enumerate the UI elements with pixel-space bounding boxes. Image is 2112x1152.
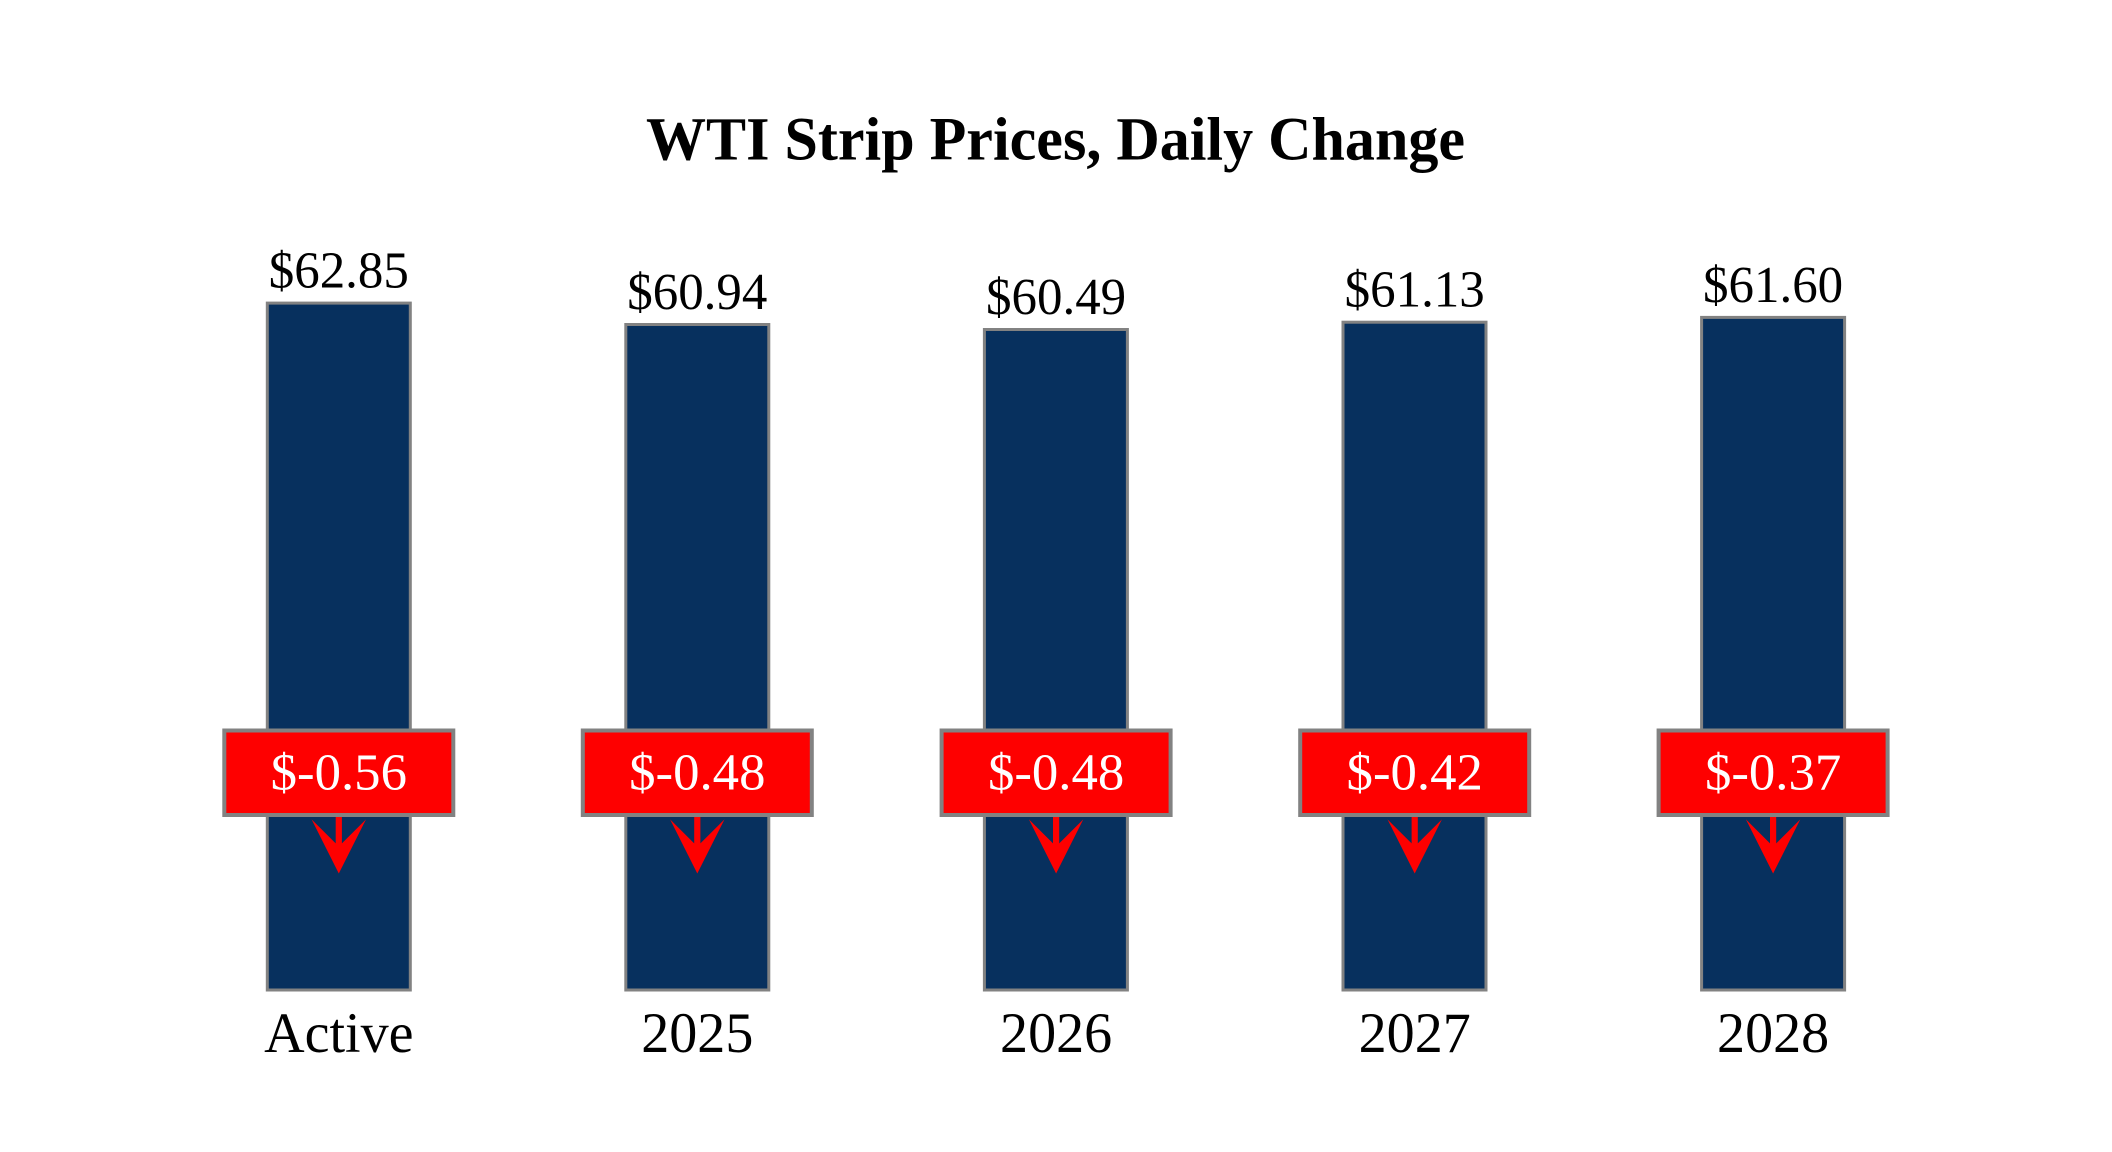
- svg-text:2025: 2025: [641, 1002, 753, 1066]
- svg-text:2027: 2027: [1359, 1002, 1471, 1066]
- svg-text:$60.94: $60.94: [627, 264, 767, 322]
- svg-text:$-0.48: $-0.48: [988, 744, 1124, 802]
- svg-text:$-0.56: $-0.56: [271, 744, 407, 802]
- svg-text:$-0.37: $-0.37: [1705, 744, 1841, 802]
- svg-text:$61.60: $61.60: [1703, 256, 1843, 314]
- svg-text:$-0.42: $-0.42: [1347, 744, 1483, 802]
- svg-text:$61.13: $61.13: [1345, 261, 1485, 319]
- svg-text:$62.85: $62.85: [269, 242, 409, 300]
- svg-text:$60.49: $60.49: [986, 269, 1126, 327]
- svg-text:WTI Strip Prices, Daily Change: WTI Strip Prices, Daily Change: [646, 106, 1465, 174]
- svg-text:2028: 2028: [1717, 1002, 1829, 1066]
- svg-text:2026: 2026: [1000, 1002, 1112, 1066]
- svg-text:$-0.48: $-0.48: [629, 744, 765, 802]
- svg-text:Active: Active: [264, 1002, 413, 1066]
